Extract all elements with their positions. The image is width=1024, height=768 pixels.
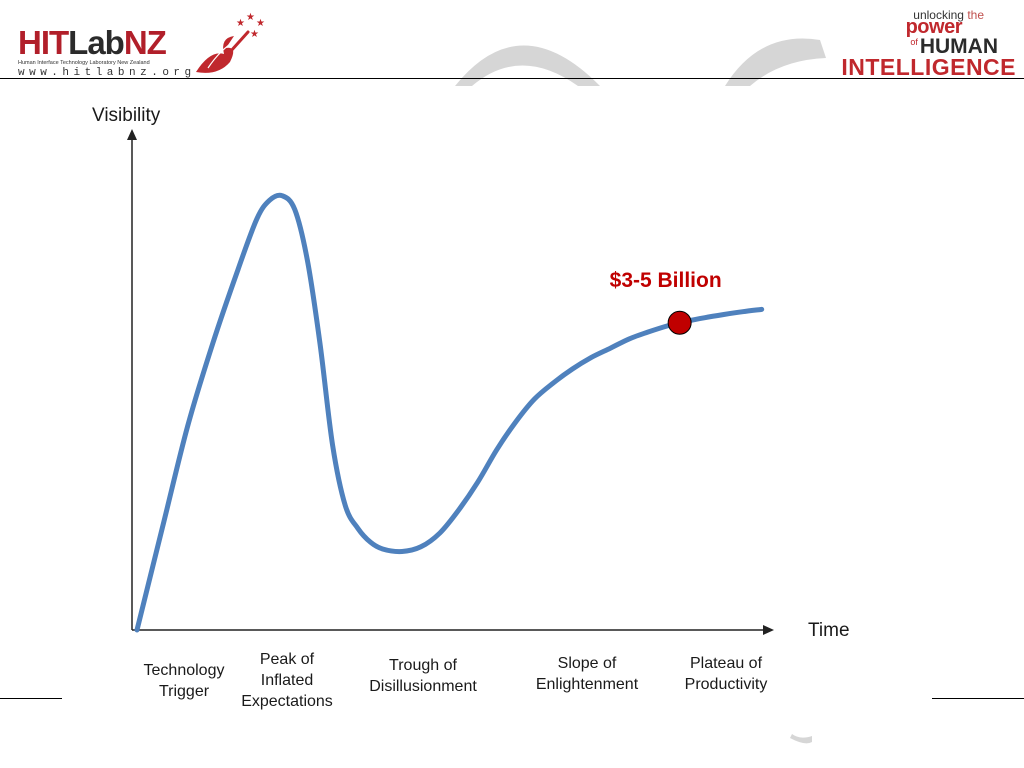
tagline-logo: unlocking the power ofHUMAN INTELLIGENCE <box>810 4 1020 80</box>
tagline-of: of <box>910 37 918 47</box>
tagline-unlocking-word: unlocking <box>913 8 964 22</box>
svg-text:★: ★ <box>246 12 255 23</box>
phase-label-4: Slope of Enlightenment <box>536 655 639 693</box>
value-marker-label: $3-5 Billion <box>610 269 722 292</box>
phase-label-line: Slope of <box>558 655 617 672</box>
phase-label-line: Productivity <box>685 676 768 693</box>
bg-arc-left <box>455 45 600 86</box>
x-axis-label: Time <box>808 620 850 641</box>
hype-curve-line <box>134 192 765 633</box>
logo-nz: NZ <box>123 24 167 61</box>
phase-label-line: Expectations <box>241 693 333 710</box>
phase-label-line: Trigger <box>159 683 210 700</box>
phase-label-line: Disillusionment <box>369 678 477 695</box>
bg-arc-right <box>725 38 826 86</box>
logo-wordmark: HITLabNZ <box>18 24 167 61</box>
logo-lab: Lab <box>68 24 125 61</box>
tagline-human: ofHUMAN <box>910 35 998 59</box>
svg-text:★: ★ <box>236 18 245 29</box>
footer-rule-right <box>932 698 1024 699</box>
phase-label-line: Inflated <box>261 672 313 689</box>
phase-label-1: Technology Trigger <box>144 662 225 700</box>
bg-arc-bottom <box>790 734 812 744</box>
tagline-power: power <box>905 16 963 38</box>
logo-subtitle: Human Interface Technology Laboratory Ne… <box>18 60 150 66</box>
tagline-the-word: the <box>967 8 984 22</box>
hitlabnz-logo: HITLabNZ Human Interface Technology Labo… <box>14 6 265 79</box>
logo-website: www.hitlabnz.org <box>18 67 196 79</box>
phase-label-3: Trough of Disillusionment <box>369 657 477 695</box>
chart-axes <box>127 129 774 635</box>
phase-label-line: Enlightenment <box>536 676 639 693</box>
phase-label-5: Plateau of Productivity <box>685 655 768 693</box>
y-axis-arrow-icon <box>127 129 137 140</box>
x-axis-arrow-icon <box>763 625 774 635</box>
tagline-unlocking: unlocking the <box>913 8 984 22</box>
svg-text:★: ★ <box>256 18 265 29</box>
y-axis-label: Visibility <box>92 105 161 126</box>
logo-mark-icon: ★ ★ ★ ★ <box>196 12 265 73</box>
tagline-human-word: HUMAN <box>919 35 998 58</box>
svg-text:★: ★ <box>250 29 259 40</box>
footer-rule-left <box>0 698 62 699</box>
phase-label-line: Plateau of <box>690 655 763 672</box>
phase-labels: Technology Trigger Peak of Inflated Expectat… <box>144 651 768 710</box>
phase-label-line: Trough of <box>389 657 457 674</box>
logo-hit: HIT <box>18 24 69 61</box>
tagline-intelligence: INTELLIGENCE <box>841 54 1016 80</box>
phase-label-2: Peak of Inflated Expectations <box>241 651 333 710</box>
phase-label-line: Technology <box>144 662 225 679</box>
header-rule <box>0 78 1024 79</box>
value-marker-dot <box>667 310 692 335</box>
phase-label-line: Peak of <box>260 651 315 668</box>
